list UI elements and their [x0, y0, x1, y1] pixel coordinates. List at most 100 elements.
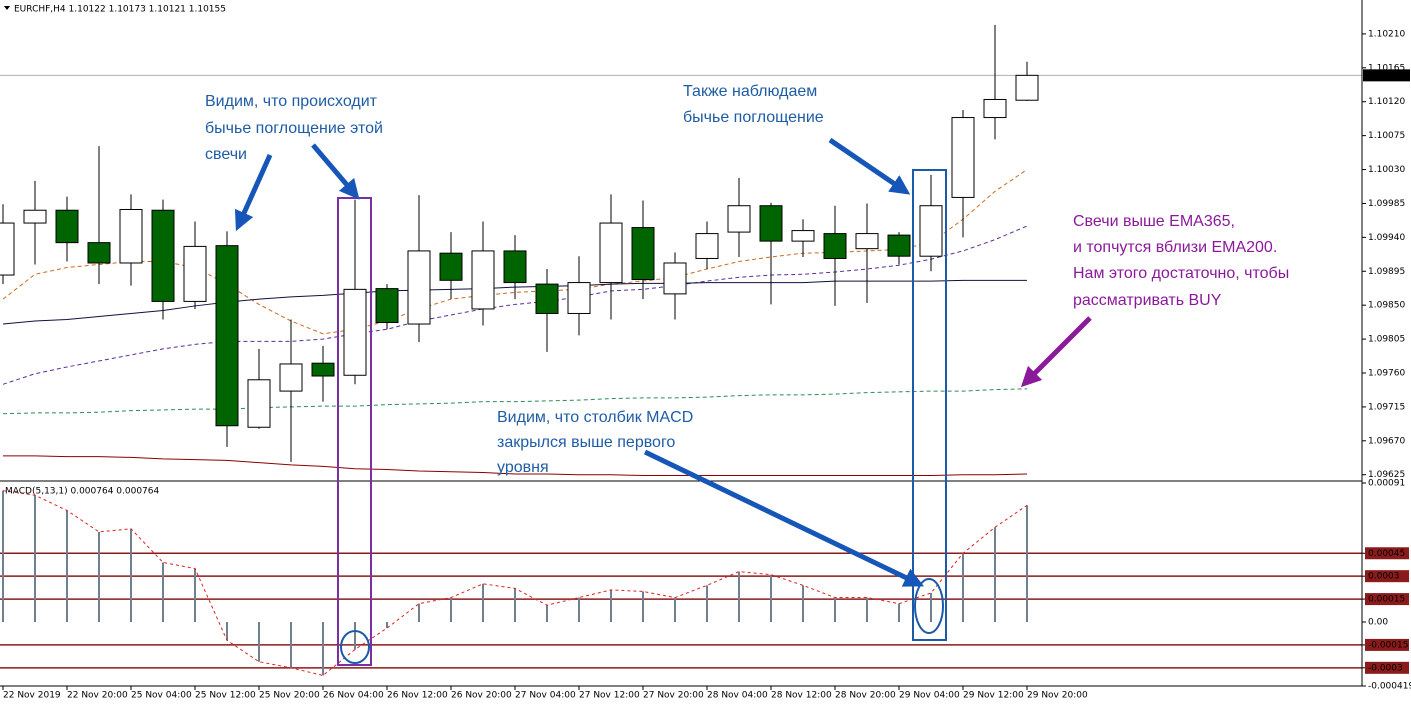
candle-body: [87, 242, 111, 264]
level-label-box: [1365, 661, 1409, 674]
y-tick-label: -0.000419: [1368, 682, 1411, 692]
y-tick-label: 0.00091: [1368, 479, 1405, 489]
y-tick-label: 1.10165: [1368, 63, 1405, 73]
chart-title: EURCHF,H4 1.10122 1.10173 1.10121 1.1015…: [14, 5, 226, 15]
annotation-line: Видим, что происходит: [205, 93, 378, 110]
x-tick-label: 28 Nov 04:00: [707, 691, 768, 701]
y-tick-label: 0.00: [1368, 617, 1388, 627]
arrow: [828, 137, 911, 195]
y-tick-label: 1.09985: [1368, 199, 1405, 209]
plot-layer: [0, 24, 1362, 677]
x-tick-label: 29 Nov 04:00: [899, 691, 960, 701]
y-tick-label: 1.09940: [1368, 233, 1405, 243]
annotation: Также наблюдаем бычье поглощение: [683, 83, 824, 126]
annotation-line: рассматривать BUY: [1073, 292, 1222, 309]
candle-body: [951, 117, 975, 198]
candle-body: [983, 98, 1007, 119]
level-label-box: [1365, 547, 1409, 560]
candle-body: [535, 283, 559, 314]
candle-body: [791, 230, 815, 242]
candle-body: [919, 205, 943, 257]
candle-body: [55, 209, 79, 244]
x-tick-label: 26 Nov 20:00: [451, 691, 512, 701]
y-tick-label: 0.00015: [1368, 595, 1405, 605]
candle-body: [759, 205, 783, 242]
y-tick-label: 1.10030: [1368, 165, 1405, 175]
arrow: [643, 449, 925, 587]
candle-body: [823, 233, 847, 259]
candle-body: [247, 379, 271, 428]
annotation: Видим, что происходит бычье поглощение э…: [205, 93, 383, 163]
y-tick-label: 1.10075: [1368, 131, 1405, 141]
indicator-line: [2, 388, 1028, 415]
candle-body: [503, 250, 527, 284]
x-tick-label: 28 Nov 12:00: [771, 691, 832, 701]
y-tick-label: 1.09670: [1368, 436, 1405, 446]
highlight-circle: [340, 630, 370, 664]
annotation-line: Видим, что столбик MACD: [497, 409, 693, 426]
candle-body: [23, 209, 47, 224]
arrow: [1020, 316, 1092, 388]
annotation-line: бычье поглощение этой: [205, 120, 383, 137]
candle-body: [471, 250, 495, 310]
y-tick-label: 1.09625: [1368, 470, 1405, 480]
x-tick-label: 29 Nov 12:00: [963, 691, 1024, 701]
x-tick-label: 26 Nov 12:00: [387, 691, 448, 701]
y-tick-label: 1.10210: [1368, 29, 1405, 39]
x-tick-label: 26 Nov 04:00: [323, 691, 384, 701]
y-tick-label: -0.0003: [1368, 663, 1403, 673]
candle-body: [215, 245, 239, 427]
candle-body: [119, 208, 143, 264]
y-tick-label: 1.09715: [1368, 402, 1405, 412]
indicator-line: [2, 225, 1028, 385]
symbol-icon: [4, 6, 10, 10]
y-tick-label: 1.09895: [1368, 267, 1405, 277]
macd-signal-line: [2, 490, 1028, 677]
candle-body: [567, 282, 591, 314]
y-tick-label: 1.10120: [1368, 97, 1405, 107]
x-tick-label: 25 Nov 20:00: [259, 691, 320, 701]
candle-body: [375, 288, 399, 324]
annotation: Видим, что столбик MACD закрылся выше пе…: [497, 409, 693, 476]
annotation-line: Также наблюдаем: [683, 83, 817, 100]
y-tick-label: -0.00015: [1368, 640, 1408, 650]
annotation-line: свечи: [205, 146, 247, 163]
x-tick-label: 25 Nov 12:00: [195, 691, 256, 701]
annotation-line: бычье поглощение: [683, 109, 824, 126]
y-tick-label: 1.09850: [1368, 301, 1405, 311]
y-tick-label: 1.09805: [1368, 335, 1405, 345]
candle-body: [695, 233, 719, 259]
arrow: [311, 143, 360, 200]
candle-body: [343, 288, 367, 376]
indicator-line: [3, 455, 1028, 476]
candle-body: [727, 205, 751, 233]
x-tick-label: 22 Nov 20:00: [67, 691, 128, 701]
annotation-line: закрылся выше первого: [497, 434, 675, 451]
x-tick-label: 27 Nov 20:00: [643, 691, 704, 701]
highlight-frame: [912, 169, 947, 641]
annotation-line: Нам этого достаточно, чтобы: [1073, 265, 1289, 282]
macd-title: MACD(5,13,1) 0.000764 0.000764: [5, 487, 160, 497]
candle-body: [631, 227, 655, 281]
y-tick-label: 0.0003: [1368, 572, 1400, 582]
price-label: 1.10155: [1367, 71, 1404, 81]
level-label-box: [1365, 570, 1409, 583]
x-tick-label: 29 Nov 20:00: [1027, 691, 1088, 701]
candle-body: [887, 234, 911, 257]
level-label-box: [1365, 593, 1409, 606]
annotation-line: уровня: [497, 459, 549, 476]
x-tick-label: 28 Nov 20:00: [835, 691, 896, 701]
x-tick-label: 27 Nov 04:00: [515, 691, 576, 701]
candle-body: [407, 250, 431, 325]
candle-body: [279, 363, 303, 392]
candle-body: [855, 233, 879, 250]
x-tick-label: 27 Nov 12:00: [579, 691, 640, 701]
candle-body: [183, 245, 207, 302]
price-box: [1363, 69, 1410, 82]
candle-body: [311, 362, 335, 377]
x-tick-label: 25 Nov 04:00: [131, 691, 192, 701]
annotation-line: Свечи выше EMA365,: [1073, 213, 1235, 230]
level-label-box: [1365, 638, 1409, 651]
y-tick-label: 0.00045: [1368, 549, 1405, 559]
